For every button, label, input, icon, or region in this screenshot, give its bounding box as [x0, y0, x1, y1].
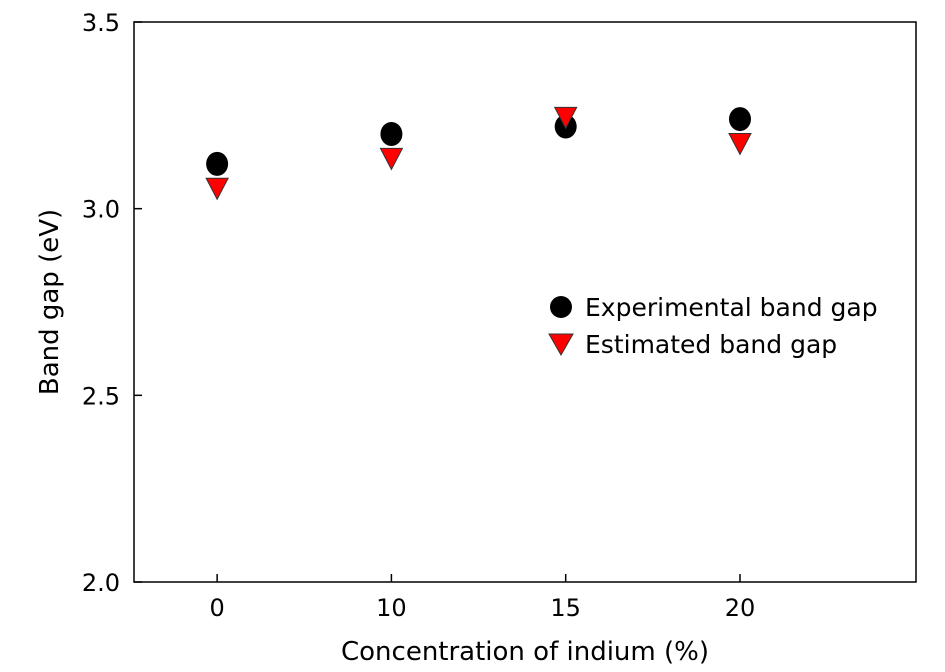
- plot-frame: [133, 21, 917, 583]
- y-tick-label: 3.5: [82, 9, 120, 37]
- estimated-point: [205, 177, 229, 201]
- y-axis-label: Band gap (eV): [35, 209, 65, 395]
- y-tick-label: 2.5: [82, 382, 120, 410]
- estimated-point: [728, 132, 752, 156]
- y-tick-label: 2.0: [82, 569, 120, 597]
- y-tick-label: 3.0: [82, 196, 120, 224]
- estimated-point: [553, 106, 578, 130]
- x-tick-label: 0: [209, 594, 224, 622]
- x-tick-label: 10: [376, 594, 407, 622]
- x-tick-label: 20: [725, 594, 756, 622]
- experimental-point: [206, 151, 229, 176]
- experimental-point: [380, 122, 403, 146]
- x-axis-label: Concentration of indium (%): [341, 637, 709, 667]
- experimental-point: [728, 107, 751, 132]
- legend-label-estimated: Estimated band gap: [585, 330, 837, 359]
- legend-marker-experimental: [550, 296, 572, 318]
- legend-label-experimental: Experimental band gap: [585, 293, 878, 322]
- legend: Experimental band gap Estimated band gap: [548, 293, 878, 359]
- x-tick-label: 15: [550, 594, 581, 622]
- legend-marker-estimated: [548, 333, 574, 357]
- estimated-point: [379, 147, 404, 171]
